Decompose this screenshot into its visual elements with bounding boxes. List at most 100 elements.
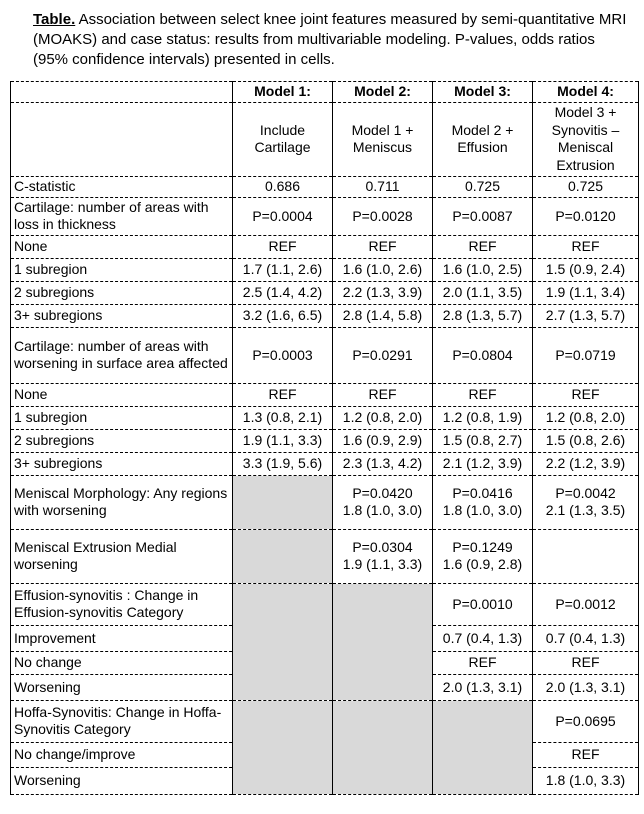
- value-cell: 1.2 (0.8, 2.0): [332, 405, 433, 430]
- value-cell: REF: [532, 741, 639, 768]
- row-label: Cartilage: number of areas with worsenin…: [10, 326, 233, 384]
- value-cell: P=0.0420 1.8 (1.0, 3.0): [332, 474, 433, 530]
- value-cell: 0.7 (0.4, 1.3): [532, 624, 639, 652]
- value-cell: 0.686: [232, 175, 333, 198]
- value-cell: REF: [232, 234, 333, 259]
- pvalue-cell: P=0.0804: [432, 326, 533, 384]
- pvalue-cell: P=0.0004: [232, 196, 333, 236]
- shaded-cell: [432, 699, 533, 795]
- value-cell: REF: [332, 382, 433, 407]
- table-row-3plus-subregions: 3+ subregions 3.3 (1.9, 5.6) 2.3 (1.3, 4…: [10, 451, 639, 476]
- table-row-c-statistic: C-statistic 0.686 0.711 0.725 0.725: [10, 175, 639, 198]
- value-cell: 1.6 (1.0, 2.5): [432, 257, 533, 282]
- value-cell: 1.2 (0.8, 2.0): [532, 405, 639, 430]
- table-row-1-subregion: 1 subregion 1.7 (1.1, 2.6) 1.6 (1.0, 2.6…: [10, 257, 639, 282]
- table-row-1-subregion: 1 subregion 1.3 (0.8, 2.1) 1.2 (0.8, 2.0…: [10, 405, 639, 430]
- row-label: 1 subregion: [10, 257, 233, 282]
- table-row-2-subregions: 2 subregions 2.5 (1.4, 4.2) 2.2 (1.3, 3.…: [10, 280, 639, 305]
- value-cell: 2.3 (1.3, 4.2): [332, 451, 433, 476]
- column-desc-model-1: Include Cartilage: [232, 101, 333, 177]
- shaded-cell: [332, 582, 433, 701]
- value-cell: 1.9 (1.1, 3.4): [532, 280, 639, 305]
- caption-label: Table.: [33, 11, 76, 28]
- row-label: 1 subregion: [10, 405, 233, 430]
- table-row-improvement: Improvement 0.7 (0.4, 1.3) 0.7 (0.4, 1.3…: [10, 624, 639, 652]
- pvalue-cell: P=0.0003: [232, 326, 333, 384]
- table-row-meniscal-morphology: Meniscal Morphology: Any regions with wo…: [10, 474, 639, 530]
- table-row-no-change-improve: No change/improve REF: [10, 741, 639, 768]
- column-desc-model-4: Model 3 + Synovitis – Meniscal Extrusion: [532, 101, 639, 177]
- table-row-hoffa-synovitis: Hoffa-Synovitis: Change in Hoffa-Synovit…: [10, 699, 639, 795]
- value-cell: 2.1 (1.2, 3.9): [432, 451, 533, 476]
- table-row-3plus-subregions: 3+ subregions 3.2 (1.6, 6.5) 2.8 (1.4, 5…: [10, 303, 639, 328]
- value-cell: REF: [532, 650, 639, 675]
- row-label: 3+ subregions: [10, 303, 233, 328]
- pvalue-cell: P=0.0291: [332, 326, 433, 384]
- column-desc-model-2: Model 1 + Meniscus: [332, 101, 433, 177]
- moaks-results-table: Model 1: Model 2: Model 3: Model 4: Incl…: [10, 81, 639, 795]
- value-cell: P=0.0042 2.1 (1.3, 3.5): [532, 474, 639, 530]
- value-cell: 1.5 (0.8, 2.7): [432, 428, 533, 453]
- table-row-none: None REF REF REF REF: [10, 234, 639, 259]
- table-row-2-subregions: 2 subregions 1.9 (1.1, 3.3) 1.6 (0.9, 2.…: [10, 428, 639, 453]
- row-label: Meniscal Extrusion Medial worsening: [10, 528, 233, 584]
- value-cell: 2.0 (1.3, 3.1): [432, 673, 533, 701]
- value-cell: REF: [432, 650, 533, 675]
- shaded-cell: [232, 474, 333, 530]
- row-label: Effusion-synovitis : Change in Effusion-…: [10, 582, 233, 626]
- value-cell: REF: [532, 382, 639, 407]
- table-row-cartilage-thickness: Cartilage: number of areas with loss in …: [10, 196, 639, 236]
- row-label: None: [10, 234, 233, 259]
- row-label: 2 subregions: [10, 280, 233, 305]
- row-label: Worsening: [10, 766, 233, 795]
- pvalue-cell: P=0.0087: [432, 196, 533, 236]
- row-label: 2 subregions: [10, 428, 233, 453]
- value-cell: 1.6 (0.9, 2.9): [332, 428, 433, 453]
- value-cell: 1.2 (0.8, 1.9): [432, 405, 533, 430]
- shaded-cell: [232, 582, 333, 701]
- value-cell: 1.3 (0.8, 2.1): [232, 405, 333, 430]
- value-cell: 3.3 (1.9, 5.6): [232, 451, 333, 476]
- header-row-models: Model 1: Model 2: Model 3: Model 4:: [10, 81, 639, 103]
- column-header-model-1: Model 1:: [232, 81, 333, 103]
- value-cell: 0.725: [432, 175, 533, 198]
- row-label: Meniscal Morphology: Any regions with wo…: [10, 474, 233, 530]
- column-header-model-3: Model 3:: [432, 81, 533, 103]
- value-cell: 2.2 (1.3, 3.9): [332, 280, 433, 305]
- value-cell: REF: [232, 382, 333, 407]
- shaded-cell: [232, 528, 333, 584]
- value-cell: 1.9 (1.1, 3.3): [232, 428, 333, 453]
- value-cell: 1.7 (1.1, 2.6): [232, 257, 333, 282]
- value-cell: 2.2 (1.2, 3.9): [532, 451, 639, 476]
- corner-cell: [10, 101, 233, 177]
- value-cell: P=0.1249 1.6 (0.9, 2.8): [432, 528, 533, 584]
- shaded-cell: [332, 699, 433, 795]
- row-label: C-statistic: [10, 175, 233, 198]
- table-caption: Table. Association between select knee j…: [33, 10, 629, 69]
- table-row-meniscal-extrusion: Meniscal Extrusion Medial worsening P=0.…: [10, 528, 639, 584]
- value-cell: REF: [532, 234, 639, 259]
- shaded-cell: [232, 699, 333, 795]
- pvalue-cell: P=0.0695: [532, 699, 639, 743]
- value-cell: P=0.0416 1.8 (1.0, 3.0): [432, 474, 533, 530]
- table-row-none: None REF REF REF REF: [10, 382, 639, 407]
- header-row-descriptions: Include Cartilage Model 1 + Meniscus Mod…: [10, 101, 639, 177]
- value-cell: REF: [432, 382, 533, 407]
- value-cell: 2.8 (1.4, 5.8): [332, 303, 433, 328]
- table-row-effusion-synovitis: Effusion-synovitis : Change in Effusion-…: [10, 582, 639, 701]
- value-cell: REF: [332, 234, 433, 259]
- corner-cell: [10, 81, 233, 103]
- table-row-worsening: Worsening 1.8 (1.0, 3.3): [10, 766, 639, 795]
- row-label: No change: [10, 650, 233, 675]
- row-label: None: [10, 382, 233, 407]
- caption-text: Association between select knee joint fe…: [33, 11, 627, 68]
- value-cell: 1.8 (1.0, 3.3): [532, 766, 639, 795]
- value-cell: 1.6 (1.0, 2.6): [332, 257, 433, 282]
- value-cell: 0.725: [532, 175, 639, 198]
- value-cell: 2.5 (1.4, 4.2): [232, 280, 333, 305]
- value-cell: 0.7 (0.4, 1.3): [432, 624, 533, 652]
- table-row-cartilage-surface-area: Cartilage: number of areas with worsenin…: [10, 326, 639, 384]
- value-cell: 2.0 (1.3, 3.1): [532, 673, 639, 701]
- empty-cell: [532, 528, 639, 584]
